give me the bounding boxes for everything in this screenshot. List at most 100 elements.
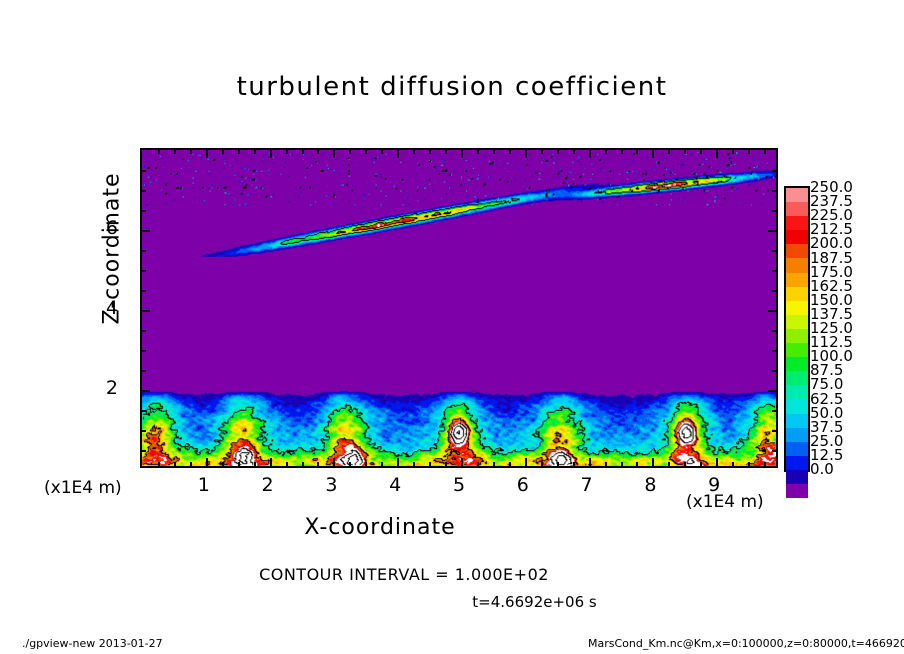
colorbar-band — [786, 399, 808, 414]
colorbar-band — [786, 314, 808, 329]
x-tick-label: 5 — [452, 474, 466, 496]
tick-mark — [141, 450, 146, 452]
tick-mark — [141, 330, 146, 332]
tick-mark — [540, 149, 543, 154]
tick-mark — [620, 149, 623, 154]
tick-mark — [492, 462, 495, 467]
tick-mark — [588, 458, 591, 467]
colorbar-band — [786, 300, 808, 315]
colorbar-tick-label: 12.5 — [810, 445, 844, 464]
tick-mark — [285, 149, 288, 154]
colorbar-band — [786, 202, 808, 217]
tick-mark — [636, 462, 639, 467]
tick-mark — [524, 458, 527, 467]
colorbar-band — [786, 230, 808, 245]
tick-mark — [748, 462, 751, 467]
tick-mark — [772, 410, 777, 412]
colorbar-tick-label: 175.0 — [810, 262, 853, 281]
tick-mark — [772, 290, 777, 292]
colorbar-tick-label: 87.5 — [810, 361, 844, 380]
tick-mark — [173, 462, 176, 467]
tick-mark — [772, 350, 777, 352]
colorbar-tick-label: 25.0 — [810, 431, 844, 450]
colorbar-band — [786, 427, 808, 442]
tick-mark — [237, 462, 240, 467]
tick-mark — [349, 462, 352, 467]
tick-mark — [732, 462, 735, 467]
tick-mark — [141, 210, 146, 212]
tick-mark — [772, 210, 777, 212]
colorbar-band — [786, 371, 808, 386]
colorbar-tick-label: 137.5 — [810, 304, 853, 323]
y-axis-title: Z-coordinate — [99, 172, 125, 325]
tick-mark — [556, 462, 559, 467]
tick-mark — [772, 430, 777, 432]
tick-mark — [508, 149, 511, 154]
tick-mark — [572, 462, 575, 467]
colorbar-band — [786, 385, 808, 400]
tick-mark — [285, 462, 288, 467]
tick-mark — [189, 149, 192, 154]
tick-mark — [716, 149, 719, 158]
tick-mark — [141, 270, 146, 272]
tick-mark — [141, 350, 146, 352]
tick-mark — [748, 149, 751, 154]
contour-interval-note: CONTOUR INTERVAL = 1.000E+02 — [259, 565, 549, 584]
tick-mark — [349, 149, 352, 154]
colorbar-band — [786, 413, 808, 428]
tick-mark — [269, 458, 272, 467]
tick-mark — [397, 458, 400, 467]
x-tick-label: 6 — [516, 474, 529, 496]
colorbar-labels: 250.0 237.5 225.0 212.5 200.0 187.5 175.0 162.5… — [810, 179, 900, 477]
colorbar-tick-label: 0.0 — [810, 460, 834, 478]
tick-mark — [141, 290, 146, 292]
tick-mark — [413, 462, 416, 467]
tick-mark — [365, 149, 368, 154]
tick-mark — [508, 462, 511, 467]
tick-mark — [772, 250, 777, 252]
colorbar-tick-label: 112.5 — [810, 333, 853, 352]
colorbar-tick-label: 100.0 — [810, 347, 853, 366]
tick-mark — [141, 430, 146, 432]
colorbar-band — [786, 483, 808, 499]
y-tick-label: 4 — [105, 297, 118, 319]
colorbar-tick-label: 37.5 — [810, 417, 844, 436]
colorbar-tick-label: 50.0 — [810, 403, 844, 422]
tick-mark — [772, 370, 777, 372]
tick-mark — [524, 149, 527, 158]
colorbar-tick-label: 62.5 — [810, 389, 844, 408]
tick-mark — [141, 170, 146, 172]
colorbar-band — [786, 343, 808, 358]
colorbar-band — [786, 272, 808, 287]
tick-mark — [684, 462, 687, 467]
tick-mark — [253, 462, 256, 467]
colorbar-tick-label: 212.5 — [810, 220, 853, 239]
tick-mark — [588, 149, 591, 158]
tick-mark — [141, 310, 150, 312]
colorbar-tick-label: 125.0 — [810, 319, 853, 337]
tick-mark — [768, 310, 777, 312]
tick-mark — [157, 149, 160, 154]
y-tick-label: 6 — [105, 217, 118, 239]
x-tick-label: 2 — [261, 474, 274, 496]
x-axis-unit: (x1E4 m) — [686, 492, 764, 512]
colorbar-tick-label: 225.0 — [810, 206, 853, 225]
tick-mark — [476, 149, 479, 154]
tick-mark — [668, 149, 671, 154]
tick-mark — [772, 330, 777, 332]
colorbar-band — [786, 188, 808, 203]
tick-mark — [540, 462, 543, 467]
tick-mark — [768, 230, 777, 232]
tick-mark — [317, 149, 320, 154]
tick-mark — [772, 270, 777, 272]
contour-field — [142, 150, 776, 466]
colorbar-band — [786, 357, 808, 372]
tick-mark — [157, 462, 160, 467]
tick-mark — [445, 462, 448, 467]
colorbar-band — [786, 244, 808, 259]
footer-datasource: MarsCond_Km.nc@Km,x=0:100000,z=0:80000,t… — [588, 637, 904, 650]
tick-mark — [668, 462, 671, 467]
tick-mark — [476, 462, 479, 467]
tick-mark — [205, 149, 208, 158]
tick-mark — [301, 462, 304, 467]
